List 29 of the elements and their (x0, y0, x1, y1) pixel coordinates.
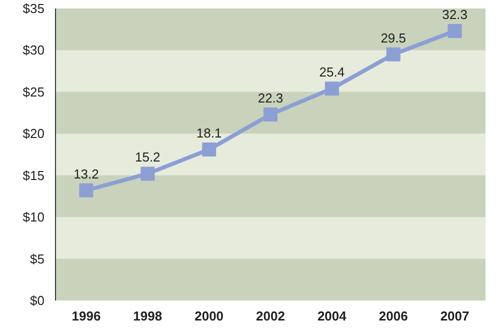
x-tick-label: 2006 (378, 308, 408, 324)
data-label: 22.3 (258, 90, 284, 106)
point (324, 82, 339, 96)
x-tick-label: 2007 (440, 308, 470, 324)
y-tick-label: $30 (22, 42, 45, 58)
x-tick-label: 2002 (256, 308, 285, 324)
y-tick-label: $5 (30, 251, 45, 266)
point (79, 183, 94, 198)
data-label: 25.4 (319, 64, 345, 80)
point (140, 166, 155, 181)
point (202, 142, 216, 156)
y-tick-label: $25 (22, 84, 45, 100)
x-tick-label: 1996 (72, 308, 101, 324)
y-tick-label: $35 (22, 1, 45, 16)
x-tick-label: 2004 (317, 308, 348, 324)
y-tick-label: $10 (22, 210, 45, 225)
data-label: 13.2 (74, 166, 99, 182)
point (386, 47, 400, 62)
y-tick-label: $15 (22, 168, 45, 183)
x-tick-label: 2000 (194, 308, 224, 324)
y-tick-label: $0 (30, 293, 45, 308)
data-label: 29.5 (380, 30, 406, 46)
point (264, 107, 278, 122)
data-label: 32.3 (442, 7, 468, 22)
y-tick-label: $20 (22, 126, 45, 142)
x-tick-label: 1998 (133, 308, 162, 324)
data-label: 18.1 (196, 125, 222, 140)
point (448, 24, 462, 38)
data-label: 15.2 (134, 150, 160, 165)
